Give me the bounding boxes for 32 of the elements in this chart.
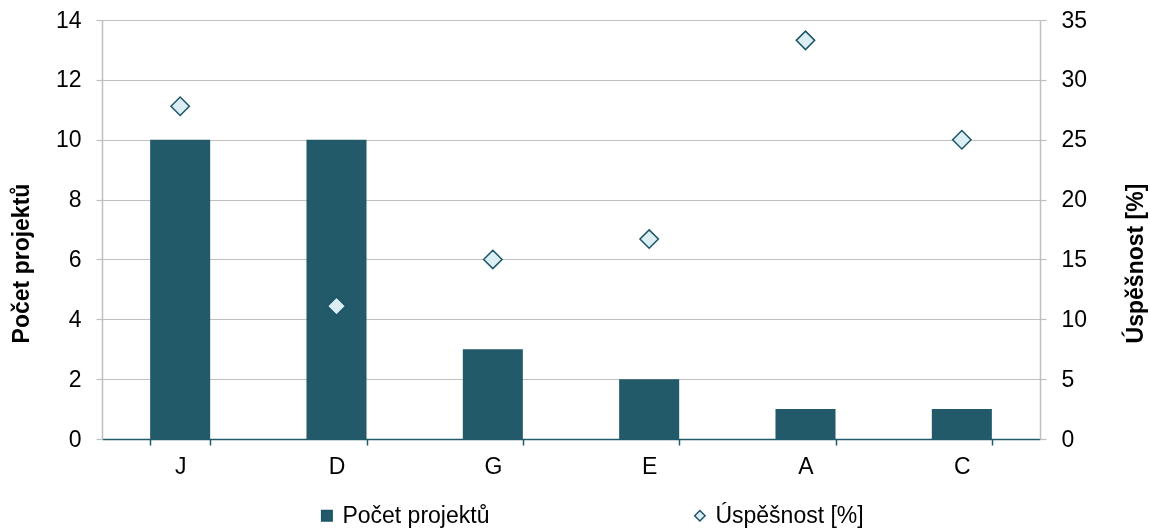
y2-tick-label: 15 (1061, 245, 1088, 272)
y-tick-label: 4 (68, 305, 82, 332)
y-tick-label: 8 (68, 186, 82, 213)
point (170, 96, 191, 117)
y2-tick-label: 25 (1061, 126, 1088, 153)
point (951, 129, 972, 150)
point (795, 30, 816, 51)
y-axis-title: Počet projektů (7, 183, 34, 344)
y-tick-label: 2 (68, 365, 82, 392)
y2-tick-label: 30 (1061, 66, 1088, 93)
x-tick-label: D (328, 452, 346, 479)
y2-tick-label: 5 (1061, 365, 1075, 392)
legend-label: Úspěšnost [%] (715, 501, 864, 528)
y2-tick-label: 0 (1061, 425, 1075, 452)
x-tick-label: J (174, 452, 187, 479)
x-tick-label: E (641, 452, 658, 479)
y2-tick-label: 35 (1061, 6, 1088, 33)
point (326, 296, 347, 317)
y-tick-label: 10 (55, 126, 82, 153)
legend-label: Počet projektů (342, 501, 490, 528)
x-tick-label: C (954, 452, 971, 479)
x-tick-label: G (484, 452, 503, 479)
y-tick-label: 14 (55, 6, 82, 33)
y2-tick-label: 20 (1061, 186, 1088, 213)
y-tick-label: 0 (68, 425, 82, 452)
y-tick-label: 6 (68, 245, 82, 272)
y2-tick-label: 10 (1061, 305, 1088, 332)
y2-axis-title: Úspěšnost [%] (1121, 183, 1149, 344)
y-tick-label: 12 (55, 66, 82, 93)
point (639, 229, 660, 250)
point (482, 249, 503, 270)
x-tick-label: A (798, 452, 815, 479)
